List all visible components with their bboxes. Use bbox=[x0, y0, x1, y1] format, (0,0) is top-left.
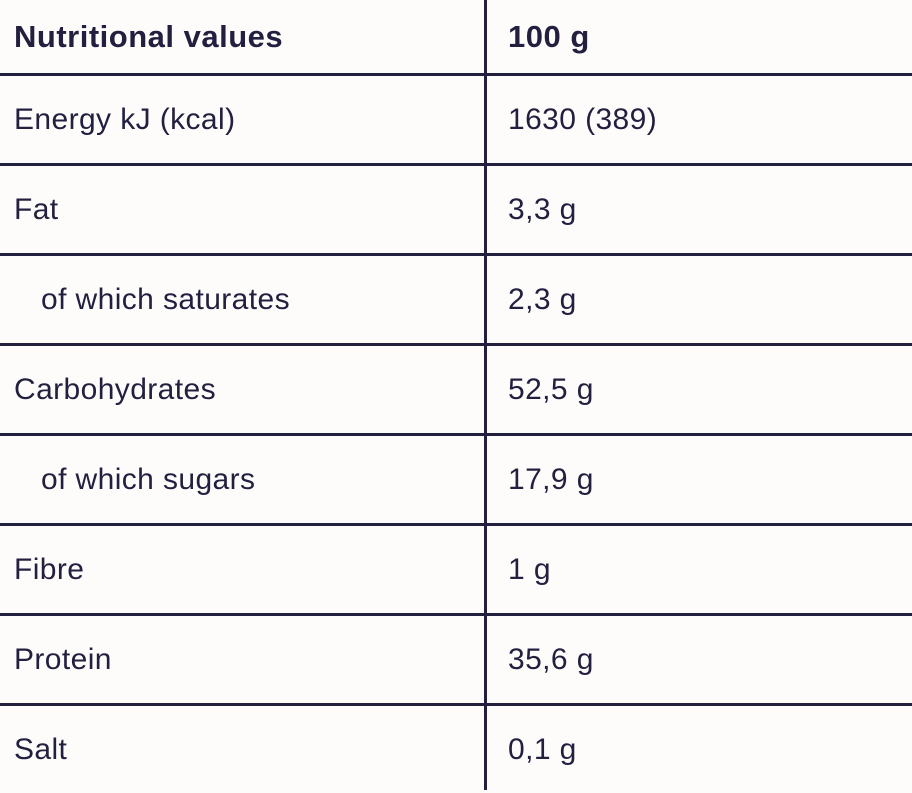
column-divider bbox=[484, 0, 487, 790]
row-label: of which sugars bbox=[41, 462, 256, 496]
table-row: Carbohydrates 52,5 g bbox=[0, 343, 912, 433]
row-label: Carbohydrates bbox=[14, 372, 216, 406]
row-label: Energy kJ (kcal) bbox=[14, 102, 236, 136]
row-value: 1 g bbox=[508, 552, 551, 586]
row-value: 1630 (389) bbox=[508, 102, 658, 136]
table-row: of which sugars 17,9 g bbox=[0, 433, 912, 523]
header-label: Nutritional values bbox=[14, 18, 284, 54]
header-value: 100 g bbox=[508, 18, 590, 54]
table-header-row: Nutritional values 100 g bbox=[0, 0, 912, 73]
row-value: 52,5 g bbox=[508, 372, 594, 406]
row-label: Protein bbox=[14, 642, 112, 676]
row-label: Fat bbox=[14, 192, 59, 226]
table-row: Energy kJ (kcal) 1630 (389) bbox=[0, 73, 912, 163]
row-value: 17,9 g bbox=[508, 462, 594, 496]
table-row: Fat 3,3 g bbox=[0, 163, 912, 253]
row-value: 35,6 g bbox=[508, 642, 594, 676]
row-label: Salt bbox=[14, 732, 68, 766]
row-value: 3,3 g bbox=[508, 192, 577, 226]
table-row: Fibre 1 g bbox=[0, 523, 912, 613]
row-label: Fibre bbox=[14, 552, 85, 586]
table-row: Protein 35,6 g bbox=[0, 613, 912, 703]
row-value: 0,1 g bbox=[508, 732, 577, 766]
row-label: of which saturates bbox=[41, 282, 290, 316]
table-row: Salt 0,1 g bbox=[0, 703, 912, 793]
row-value: 2,3 g bbox=[508, 282, 577, 316]
table-row: of which saturates 2,3 g bbox=[0, 253, 912, 343]
table-body: Energy kJ (kcal) 1630 (389) Fat 3,3 g of… bbox=[0, 73, 912, 793]
